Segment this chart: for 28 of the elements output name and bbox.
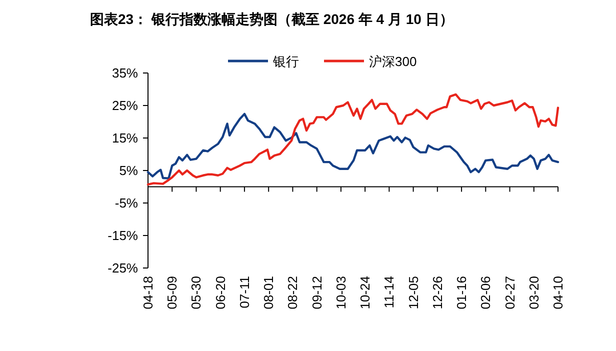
x-tick-label: 04-18 bbox=[140, 276, 156, 310]
x-tick-label: 07-11 bbox=[236, 276, 252, 308]
x-tick-label: 12-05 bbox=[406, 276, 421, 310]
x-tick-label: 09-12 bbox=[309, 276, 324, 310]
x-tick-label: 02-27 bbox=[502, 276, 518, 310]
x-tick-label: 10-24 bbox=[358, 276, 373, 310]
x-tick-label: 05-30 bbox=[188, 276, 204, 310]
x-tick-label: 01-16 bbox=[454, 276, 470, 310]
y-tick-label: -5% bbox=[114, 196, 138, 210]
y-tick-label: 5% bbox=[119, 163, 138, 178]
y-tick-label: 35% bbox=[112, 66, 138, 80]
x-tick-label: 08-22 bbox=[285, 276, 300, 310]
legend-label: 沪深300 bbox=[369, 54, 417, 69]
x-tick-label: 02-06 bbox=[478, 276, 494, 310]
legend-label: 银行 bbox=[272, 54, 299, 69]
x-tick-label: 12-26 bbox=[430, 276, 445, 310]
x-tick-label: 08-01 bbox=[261, 276, 276, 310]
x-tick-label: 03-20 bbox=[526, 276, 542, 310]
y-tick-label: -25% bbox=[108, 260, 138, 276]
x-tick-label: 10-03 bbox=[333, 276, 348, 310]
y-tick-label: 25% bbox=[112, 98, 138, 113]
x-tick-label: 06-20 bbox=[212, 276, 228, 310]
x-tick-label: 04-10 bbox=[550, 276, 566, 310]
x-tick-label: 05-09 bbox=[164, 276, 180, 310]
chart-title: 图表23： 银行指数涨幅走势图（截至 2026 年 4 月 10 日） bbox=[90, 11, 454, 27]
x-tick-label: 11-14 bbox=[382, 276, 397, 308]
y-tick-label: -15% bbox=[108, 228, 138, 243]
y-tick-label: 15% bbox=[112, 130, 138, 146]
